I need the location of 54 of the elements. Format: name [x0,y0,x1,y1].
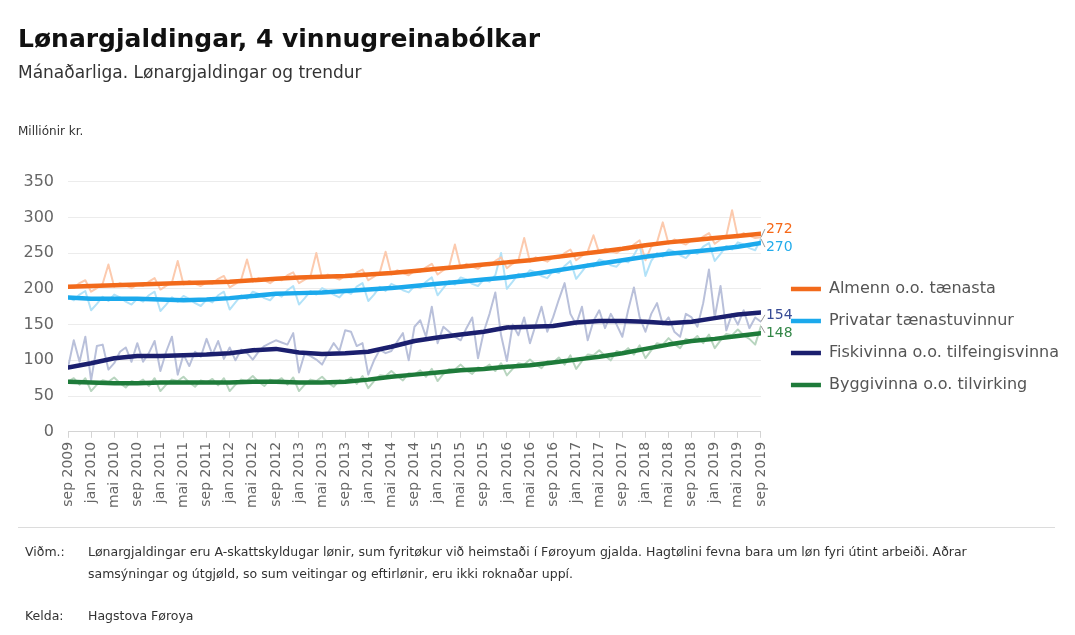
data-label: 148 [765,323,793,340]
x-tick-label: jan 2017 [566,441,583,505]
x-tick-label: sep 2012 [266,441,283,507]
x-tick-label: jan 2012 [220,441,237,505]
x-tick-label: jan 2011 [151,441,168,505]
x-tick-label: jan 2019 [705,441,722,505]
y-tick-label: 100 [23,349,54,369]
y-tick-label: 150 [23,313,54,333]
data-label: 154 [765,305,793,322]
x-tick-label: jan 2016 [497,441,514,505]
chart-subtitle: Mánaðarliga. Lønargjaldingar og trendur [18,62,362,82]
x-tick-label: sep 2013 [335,441,352,507]
x-tick-label: jan 2014 [358,441,375,505]
legend-label: Almenn o.o. tænasta [828,278,996,298]
x-tick-label: jan 2013 [289,441,306,505]
x-tick-label: mai 2011 [174,441,191,508]
x-tick-label: sep 2017 [613,441,629,507]
x-tick-label: jan 2015 [428,441,445,505]
x-tick-label: mai 2010 [104,441,121,508]
data-label: 272 [765,219,793,236]
x-tick-label: mai 2019 [728,441,745,508]
text: Kelda: [25,607,65,625]
x-tick-label: sep 2015 [474,441,491,507]
x-tick-label: sep 2011 [197,441,214,507]
x-tick-label: sep 2009 [58,441,75,507]
data-label: 270 [765,237,793,254]
x-tick-label: mai 2012 [243,441,260,508]
x-tick-label: sep 2018 [682,441,699,507]
x-tick-label: sep 2019 [751,441,768,507]
legend-label: Byggivinna o.o. tilvirking [828,374,1028,394]
x-tick-label: mai 2015 [451,441,468,508]
y-tick-label: 350 [23,170,54,190]
text: Lønargjaldingar eru A-skattskyldugar lønir, sum fyritøkur við heimstaði í Føroyum gjalda. Hagtølini fevna bara um løn fyri útint arbeiði. Aðrar samsýningar og útgjøld, so sum veitingar og eftirlønir, eru ikki roknaðar uppí. [88,543,968,583]
x-tick-label: sep 2014 [405,441,422,507]
y-tick-label: 250 [23,242,54,262]
y-tick-label: 50 [33,385,54,405]
y-tick-label: 200 [23,277,54,297]
y-axis-title: Milliónir kr. [18,124,84,138]
chart-title: Lønargjaldingar, 4 vinnugreinabólkar [18,24,541,53]
legend-label: Fiskivinna o.o. tilfeingisvinna [828,342,1060,362]
x-tick-label: sep 2010 [127,441,144,507]
legend-label: Privatar tænastuvinnur [828,310,1015,330]
x-tick-label: jan 2018 [636,441,653,505]
x-tick-label: sep 2016 [543,441,560,507]
y-tick-label: 0 [43,420,54,440]
x-tick-label: jan 2010 [81,441,98,505]
y-tick-label: 300 [23,206,54,226]
text: Hagstova Føroya [88,607,195,625]
x-tick-label: mai 2017 [589,441,606,508]
x-tick-label: mai 2014 [382,441,399,508]
x-tick-label: mai 2018 [659,441,676,508]
x-tick-label: mai 2016 [520,441,537,508]
text: Viðm.: [25,543,66,561]
x-tick-label: mai 2013 [312,441,329,508]
